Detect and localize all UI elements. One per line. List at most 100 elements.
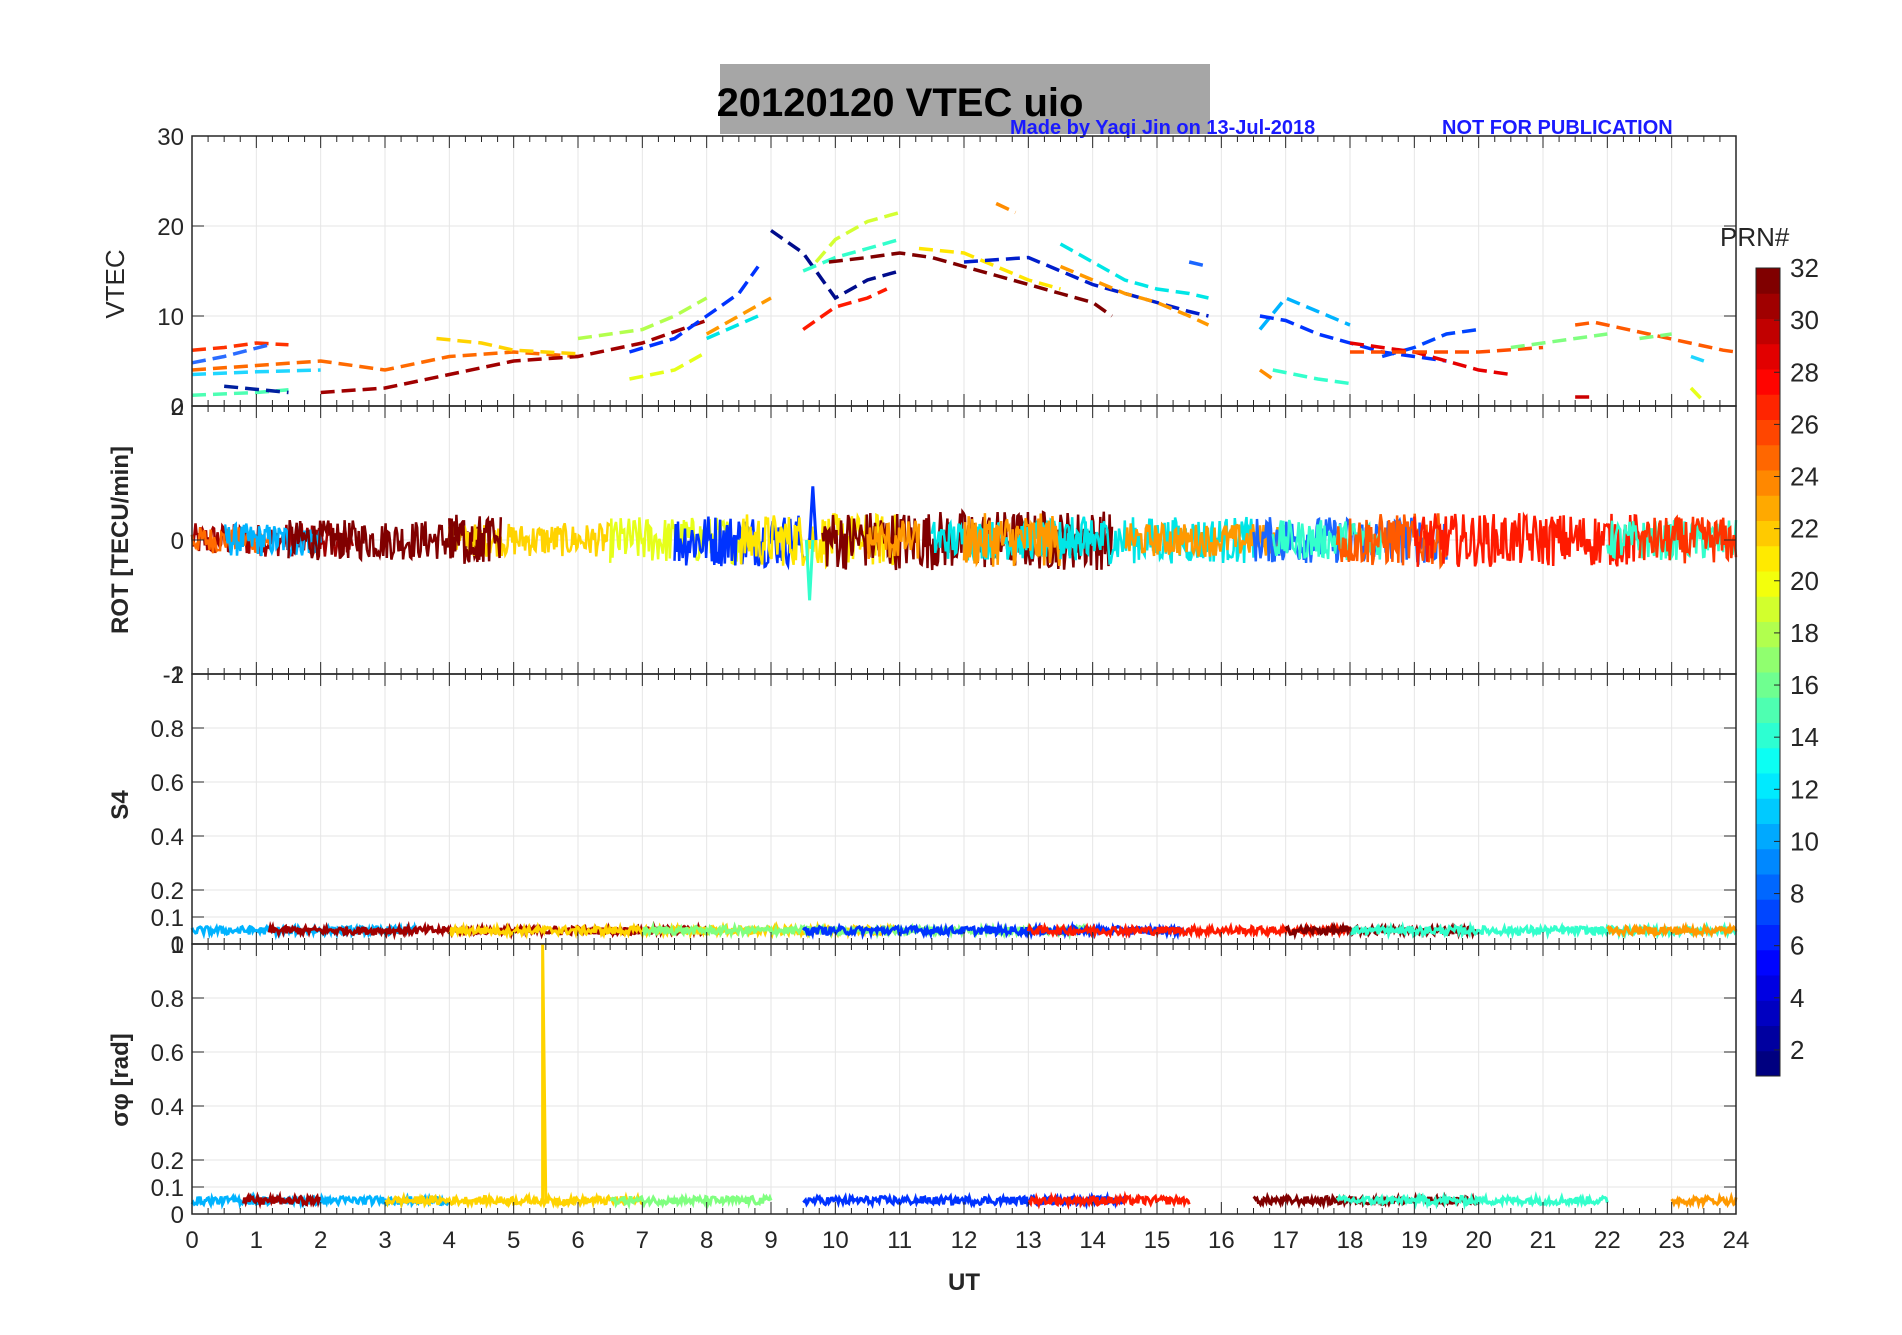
s4-ytick-label: 0.6 xyxy=(151,770,184,797)
sigma-series-line xyxy=(242,1190,321,1210)
s4-ytick-label: 0.8 xyxy=(151,716,184,743)
colorbar-segment xyxy=(1756,293,1780,319)
s4-series-line xyxy=(1606,921,1738,940)
xtick-label: 13 xyxy=(1015,1227,1042,1254)
vtec-series-line xyxy=(1639,332,1672,341)
colorbar-segment xyxy=(1756,874,1780,900)
xtick-label: 20 xyxy=(1465,1227,1492,1254)
sigma-ytick-label: 1 xyxy=(171,932,184,959)
vtec-series-line xyxy=(1258,295,1351,331)
colorbar-segment xyxy=(1756,848,1780,875)
colorbar-segment xyxy=(1756,394,1780,420)
rot-series-line xyxy=(224,521,322,558)
rot-panel: -202 xyxy=(163,394,1738,689)
sigma-ytick-label: 0.6 xyxy=(151,1040,184,1067)
colorbar-tick-label: 26 xyxy=(1790,409,1819,439)
rot-ytick-label: -2 xyxy=(163,662,184,689)
xtick-label: 16 xyxy=(1208,1227,1235,1254)
vtec-series-line xyxy=(191,350,579,372)
xtick-label: 22 xyxy=(1594,1227,1621,1254)
sigma-ytick-label: 0 xyxy=(171,1202,184,1229)
vtec-series-line xyxy=(1690,354,1705,363)
vtec-series-line xyxy=(828,251,1113,318)
rot-series-line xyxy=(1638,514,1738,564)
sigma-phi-panel: 00.10.20.40.60.810 1 2 3 4 5 6 7 8 9 10 11 12 13 14 15 1… xyxy=(151,932,1750,1254)
rot-spike-mark xyxy=(808,486,818,541)
vtec-series-line xyxy=(320,318,708,395)
vtec-series-line xyxy=(191,343,270,365)
credit-text: Made by Yaqi Jin on 13-Jul-2018 xyxy=(1010,117,1315,139)
vtec-series-line xyxy=(1350,345,1544,354)
xtick-label: 23 xyxy=(1658,1227,1685,1254)
colorbar-segment xyxy=(1756,419,1780,446)
xtick-label: 5 xyxy=(507,1227,520,1254)
colorbar-tick-label: 30 xyxy=(1790,305,1819,335)
xtick-label: 8 xyxy=(700,1227,713,1254)
colorbar-title: PRN# xyxy=(1720,222,1790,252)
colorbar-segment xyxy=(1756,899,1780,925)
vtec-series-line xyxy=(802,237,901,273)
sigma-ytick-label: 0.4 xyxy=(151,1094,184,1121)
vtec-series-line xyxy=(1510,332,1608,350)
colorbar-tick-label: 12 xyxy=(1790,774,1819,804)
xtick-label: 2 xyxy=(314,1227,327,1254)
notice-text: NOT FOR PUBLICATION xyxy=(1442,117,1673,139)
vtec-series-line xyxy=(802,287,888,331)
title-box xyxy=(720,64,1210,134)
rot-series-line xyxy=(448,514,503,564)
vtec-panel: 0 10 20 30 xyxy=(157,124,1737,421)
vtec-series-line xyxy=(963,255,1209,318)
vtec-series-line xyxy=(769,229,901,301)
rot-ytick-label: 0 xyxy=(171,528,184,555)
rot-series-line xyxy=(1271,519,1384,561)
colorbar-segment xyxy=(1756,545,1780,572)
colorbar-segment xyxy=(1756,318,1780,345)
vtec-ytick-label: 10 xyxy=(157,304,184,331)
colorbar-segment xyxy=(1756,470,1780,496)
xtick-label: 12 xyxy=(951,1227,978,1254)
xtick-label: 0 xyxy=(185,1227,198,1254)
rot-series-line xyxy=(737,512,901,570)
s4-data xyxy=(190,920,1738,941)
vtec-series-line xyxy=(1258,368,1274,381)
rot-series-line xyxy=(448,521,612,559)
vtec-data xyxy=(191,201,1737,403)
colorbar-tick-label: 24 xyxy=(1790,462,1819,492)
colorbar-segment xyxy=(1756,773,1780,799)
vtec-series-line xyxy=(1689,386,1706,403)
colorbar-tick-label: 6 xyxy=(1790,931,1804,961)
rot-series-line xyxy=(866,520,921,559)
vtec-series-line xyxy=(995,201,1017,215)
vtec-ytick-label: 30 xyxy=(157,124,184,151)
vtec-ytick-label: 0 xyxy=(171,394,184,421)
xtick-label: 15 xyxy=(1144,1227,1171,1254)
xtick-label: 19 xyxy=(1401,1227,1428,1254)
colorbar-segment xyxy=(1756,596,1780,622)
colorbar-segment xyxy=(1756,697,1780,723)
vtec-ytick-label: 20 xyxy=(157,214,184,241)
vtec-series-line xyxy=(223,384,289,395)
vtec-series-line xyxy=(1574,320,1737,354)
sigma-series-line xyxy=(609,1192,773,1210)
xtick-label: 14 xyxy=(1079,1227,1106,1254)
vtec-series-line xyxy=(191,368,321,377)
colorbar-segment xyxy=(1756,621,1780,648)
s4-ytick-label: 1 xyxy=(171,662,184,689)
s4-ytick-label: 0.1 xyxy=(151,905,184,932)
colorbar-segment xyxy=(1756,1000,1780,1026)
rot-dip-mark xyxy=(804,539,815,601)
colorbar-segment xyxy=(1756,520,1780,547)
vtec-series-line xyxy=(705,314,759,341)
colorbar-segment xyxy=(1756,646,1780,673)
xtick-label: 3 xyxy=(378,1227,391,1254)
x-axis-title: UT xyxy=(948,1269,980,1296)
colorbar-tick-label: 18 xyxy=(1790,618,1819,648)
xtick-label: 6 xyxy=(571,1227,584,1254)
colorbar-segment xyxy=(1756,975,1780,1001)
s4-ytick-label: 0.4 xyxy=(151,824,184,851)
colorbar-segment xyxy=(1756,747,1780,774)
vtec-series-line xyxy=(814,210,901,264)
